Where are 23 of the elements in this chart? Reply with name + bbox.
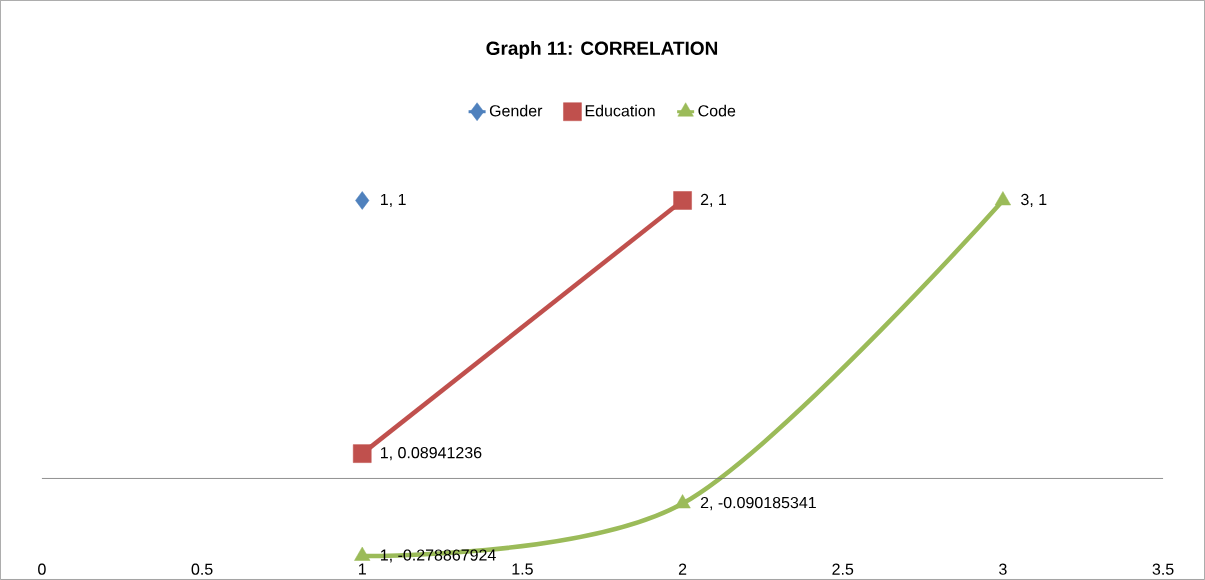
data-label: 3, 1 [1021, 193, 1047, 207]
data-label: 2, -0.090185341 [700, 496, 816, 511]
x-tick-label: 1 [359, 563, 366, 575]
data-label: 2, 1 [700, 193, 727, 207]
point [355, 191, 370, 210]
point [352, 444, 372, 463]
x-tick-label: 2.5 [832, 563, 854, 575]
legend-label: Gender [489, 104, 543, 117]
data-label: 1, 0.08941236 [380, 446, 482, 461]
chart-title: Graph 11: CORRELATION [486, 40, 718, 59]
point [674, 494, 691, 509]
x-tick-label: 0 [38, 563, 46, 575]
x-tick-label: 3.5 [1152, 563, 1174, 575]
legend-label: Code [698, 104, 736, 117]
x-tick-label: 3 [999, 563, 1007, 575]
legend-label: Education [585, 104, 655, 117]
data-label: 1, 1 [380, 193, 406, 207]
x-tick-label: 2 [678, 563, 687, 575]
x-tick-label: 1.5 [512, 563, 533, 575]
point [354, 546, 371, 561]
x-tick-label: 0.5 [191, 563, 213, 575]
point [994, 191, 1011, 206]
point [673, 191, 692, 210]
